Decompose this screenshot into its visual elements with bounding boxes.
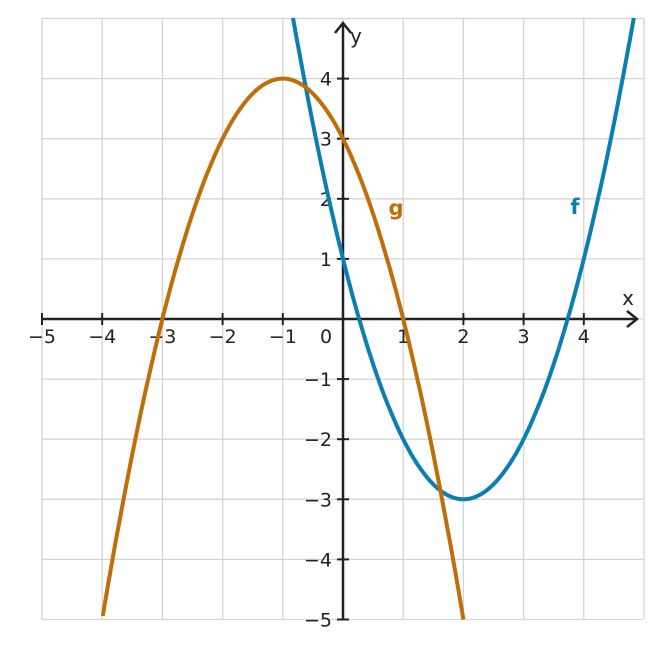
curve-label-f: f [570, 195, 580, 219]
x-axis-arrowhead [626, 310, 640, 328]
y-tick-label: −1 [304, 369, 332, 391]
y-tick-label: −4 [304, 549, 332, 571]
curves: fg [100, 17, 636, 620]
x-tick-label: −1 [269, 326, 297, 348]
x-tick-label: 2 [457, 326, 469, 348]
y-tick-label: 3 [320, 129, 332, 151]
y-tick-label: −2 [304, 429, 332, 451]
curve-f [291, 17, 636, 502]
y-tick-label: 1 [320, 249, 332, 271]
y-axis-arrowhead [334, 20, 352, 34]
y-tick-label: −3 [304, 489, 332, 511]
x-tick-label: 0 [320, 326, 332, 348]
x-axis-label: x [622, 286, 634, 310]
axes [42, 20, 640, 619]
curve-g [100, 76, 466, 620]
x-tick-label: −4 [88, 326, 116, 348]
x-tick-label: 3 [518, 326, 530, 348]
x-tick-label: −2 [209, 326, 237, 348]
x-tick-label: 4 [578, 326, 590, 348]
y-tick-label: −5 [304, 610, 332, 632]
y-tick-label: 4 [320, 69, 332, 91]
y-axis-label: y [350, 24, 362, 48]
x-tick-label: −5 [28, 326, 56, 348]
curve-label-g: g [388, 196, 403, 220]
x-tick-label: −3 [148, 326, 176, 348]
